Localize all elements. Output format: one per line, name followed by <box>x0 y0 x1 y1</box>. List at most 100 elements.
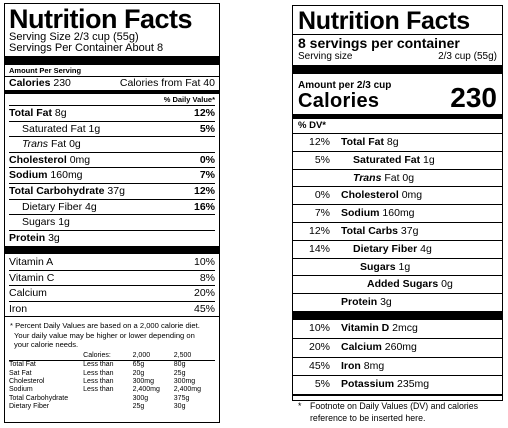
old-dv-table-cell: 80g <box>173 361 186 369</box>
old-nutrient-dv: 12% <box>193 184 215 197</box>
old-dv-table-cell: Total Fat <box>9 361 36 369</box>
new-nutrient-dv: 12% <box>308 224 330 237</box>
new-vitamin-name: Iron <box>341 359 361 372</box>
old-nutrient-name: Total Fat <box>9 107 52 119</box>
new-vitamin-dv: 10% <box>308 321 330 334</box>
old-dv-table-cell: Total Carbohydrate <box>9 394 69 402</box>
new-nutrient-name: Saturated Fat <box>353 153 421 166</box>
new-thick-divider <box>293 65 502 74</box>
old-vitamin-name: Calcium <box>9 287 47 300</box>
new-footnote-text: Footnote on Daily Values (DV) and calori… <box>310 401 479 423</box>
new-calories-label: Calories <box>298 90 380 112</box>
old-medium-divider <box>5 90 219 94</box>
old-calories-from-fat: Calories from Fat 40 <box>119 77 215 89</box>
old-footnote-line: your calorie needs. <box>14 340 79 350</box>
old-dv-table-cell <box>83 403 132 411</box>
old-dv-table-cell: 65g <box>132 361 145 369</box>
old-calories-value: 230 <box>53 77 71 89</box>
old-dv-table-cell: Calories: <box>83 351 111 359</box>
old-dv-table-row: Cholesterol Less than 300mg 300mg <box>9 378 215 386</box>
old-dv-table-cell: 2,500 <box>173 351 192 359</box>
old-nutrient-row: Total Carbohydrate 37g 12% <box>9 182 215 199</box>
new-nutrient-amount: 160mg <box>382 207 415 220</box>
old-vitamin-dv: 20% <box>193 287 215 300</box>
new-vitamin-amount: 235mg <box>397 378 430 391</box>
old-vitamin-name: Vitamin C <box>9 271 55 284</box>
old-nutrient-row: Trans Fat 0g <box>9 136 215 152</box>
new-nutrient-row: Protein 3g <box>293 293 502 311</box>
new-nutrition-label: Nutrition Facts 8 servings per container… <box>292 5 503 423</box>
old-nutrient-amount: 8g <box>54 107 67 119</box>
new-nutrient-dv <box>298 170 336 187</box>
old-dv-table-cell: 300mg <box>132 378 154 386</box>
old-dv-table-cell: Less than <box>83 361 114 369</box>
new-nutrient-amount: 37g <box>400 224 419 237</box>
old-servings-per-container: Servings Per Container About 8 <box>9 42 164 54</box>
new-nutrient-row: 14% Dietary Fiber 4g <box>293 239 502 258</box>
old-nutrient-dv: 0% <box>199 153 215 166</box>
old-dv-table-row: Dietary Fiber 25g 30g <box>9 403 215 411</box>
old-dv-table-cell: Less than <box>83 386 114 394</box>
old-dv-table-cell: 300mg <box>173 378 196 386</box>
new-nutrient-amount: Fat 0g <box>384 171 415 184</box>
old-divider <box>5 316 219 318</box>
old-nutrient-amount: 37g <box>107 184 125 197</box>
old-nutrient-name: Saturated Fat <box>22 122 86 135</box>
old-dv-table-cell: 25g <box>173 369 186 377</box>
new-nutrient-name: Dietary Fiber <box>353 242 418 255</box>
new-divider <box>293 34 502 35</box>
new-serving-size-label: Serving size <box>298 51 353 62</box>
new-serving-size-value: 2/3 cup (55g) <box>438 51 497 62</box>
old-dv-table-cell: Less than <box>83 369 114 377</box>
old-nutrient-amount: 1g <box>88 122 101 135</box>
old-nutrient-name: Sugars <box>22 216 56 229</box>
old-dv-table-cell: Sat Fat <box>9 369 32 377</box>
new-nutrient-row: Sugars 1g <box>293 257 502 276</box>
old-dv-table-cell: Less than <box>83 378 114 386</box>
old-vitamin-dv: 8% <box>199 271 215 284</box>
old-nutrient-dv: 16% <box>193 200 215 213</box>
new-calories-row: Calories 230 <box>298 83 497 112</box>
new-vitamin-amount: 260mg <box>384 340 417 353</box>
old-nutrient-row: Saturated Fat 1g 5% <box>9 120 215 137</box>
old-nutrient-name: Sodium <box>9 169 48 182</box>
old-dv-table-row: Sat Fat Less than 20g 25g <box>9 370 215 378</box>
new-vitamin-name: Potassium <box>341 378 395 391</box>
old-nutrient-amount: 0mg <box>69 153 91 166</box>
new-amount-per: Amount per 2/3 cup <box>298 80 392 91</box>
old-dv-table-cell: 25g <box>132 403 145 411</box>
new-nutrient-amount: 1g <box>423 153 435 166</box>
old-dv-table-cell: Dietary Fiber <box>9 403 50 411</box>
new-vitamin-row: 10% Vitamin D 2mcg <box>293 320 502 338</box>
new-nutrient-name: Total Fat <box>341 136 384 148</box>
new-nutrient-dv: 7% <box>314 207 330 220</box>
old-dv-table-row: Total Carbohydrate 300g 375g <box>9 395 215 403</box>
old-vitamin-row: Vitamin A 10% <box>9 255 215 270</box>
old-nutrient-dv: 12% <box>193 107 215 119</box>
new-nutrient-dv: 0% <box>314 189 330 202</box>
new-label-title: Nutrition Facts <box>298 7 470 35</box>
new-nutrient-amount: 8g <box>386 136 399 148</box>
new-nutrient-dv: 12% <box>308 136 330 148</box>
old-nutrient-row: Dietary Fiber 4g 16% <box>9 198 215 215</box>
new-nutrient-row: 7% Sodium 160mg <box>293 204 502 222</box>
old-label-title: Nutrition Facts <box>9 4 193 34</box>
old-dv-table-cell <box>83 395 132 403</box>
new-nutrient-amount: 4g <box>420 242 432 255</box>
old-nutrient-amount: 4g <box>85 200 97 213</box>
old-nutrient-name: Total Carbohydrate <box>9 184 105 197</box>
old-amount-per-serving: Amount Per Serving <box>9 66 82 75</box>
old-vitamin-row: Calcium 20% <box>9 285 215 301</box>
old-thick-divider <box>5 56 219 65</box>
old-nutrient-amount: 1g <box>58 216 70 229</box>
old-dv-table-header: Calories: 2,000 2,500 <box>9 352 215 361</box>
new-nutrient-amount: 3g <box>380 296 392 309</box>
new-vitamin-row: 20% Calcium 260mg <box>293 337 502 357</box>
new-nutrient-row: 5% Saturated Fat 1g <box>293 150 502 169</box>
new-nutrient-row: 12% Total Fat 8g <box>293 133 502 151</box>
new-dv-header: % DV* <box>298 120 326 131</box>
old-nutrient-name: Dietary Fiber <box>22 200 83 213</box>
old-dv-table-row: Sodium Less than 2,400mg 2,400mg <box>9 386 215 394</box>
old-dv-table-cell: 300g <box>132 394 149 402</box>
old-calories-label: Calories <box>9 77 51 89</box>
